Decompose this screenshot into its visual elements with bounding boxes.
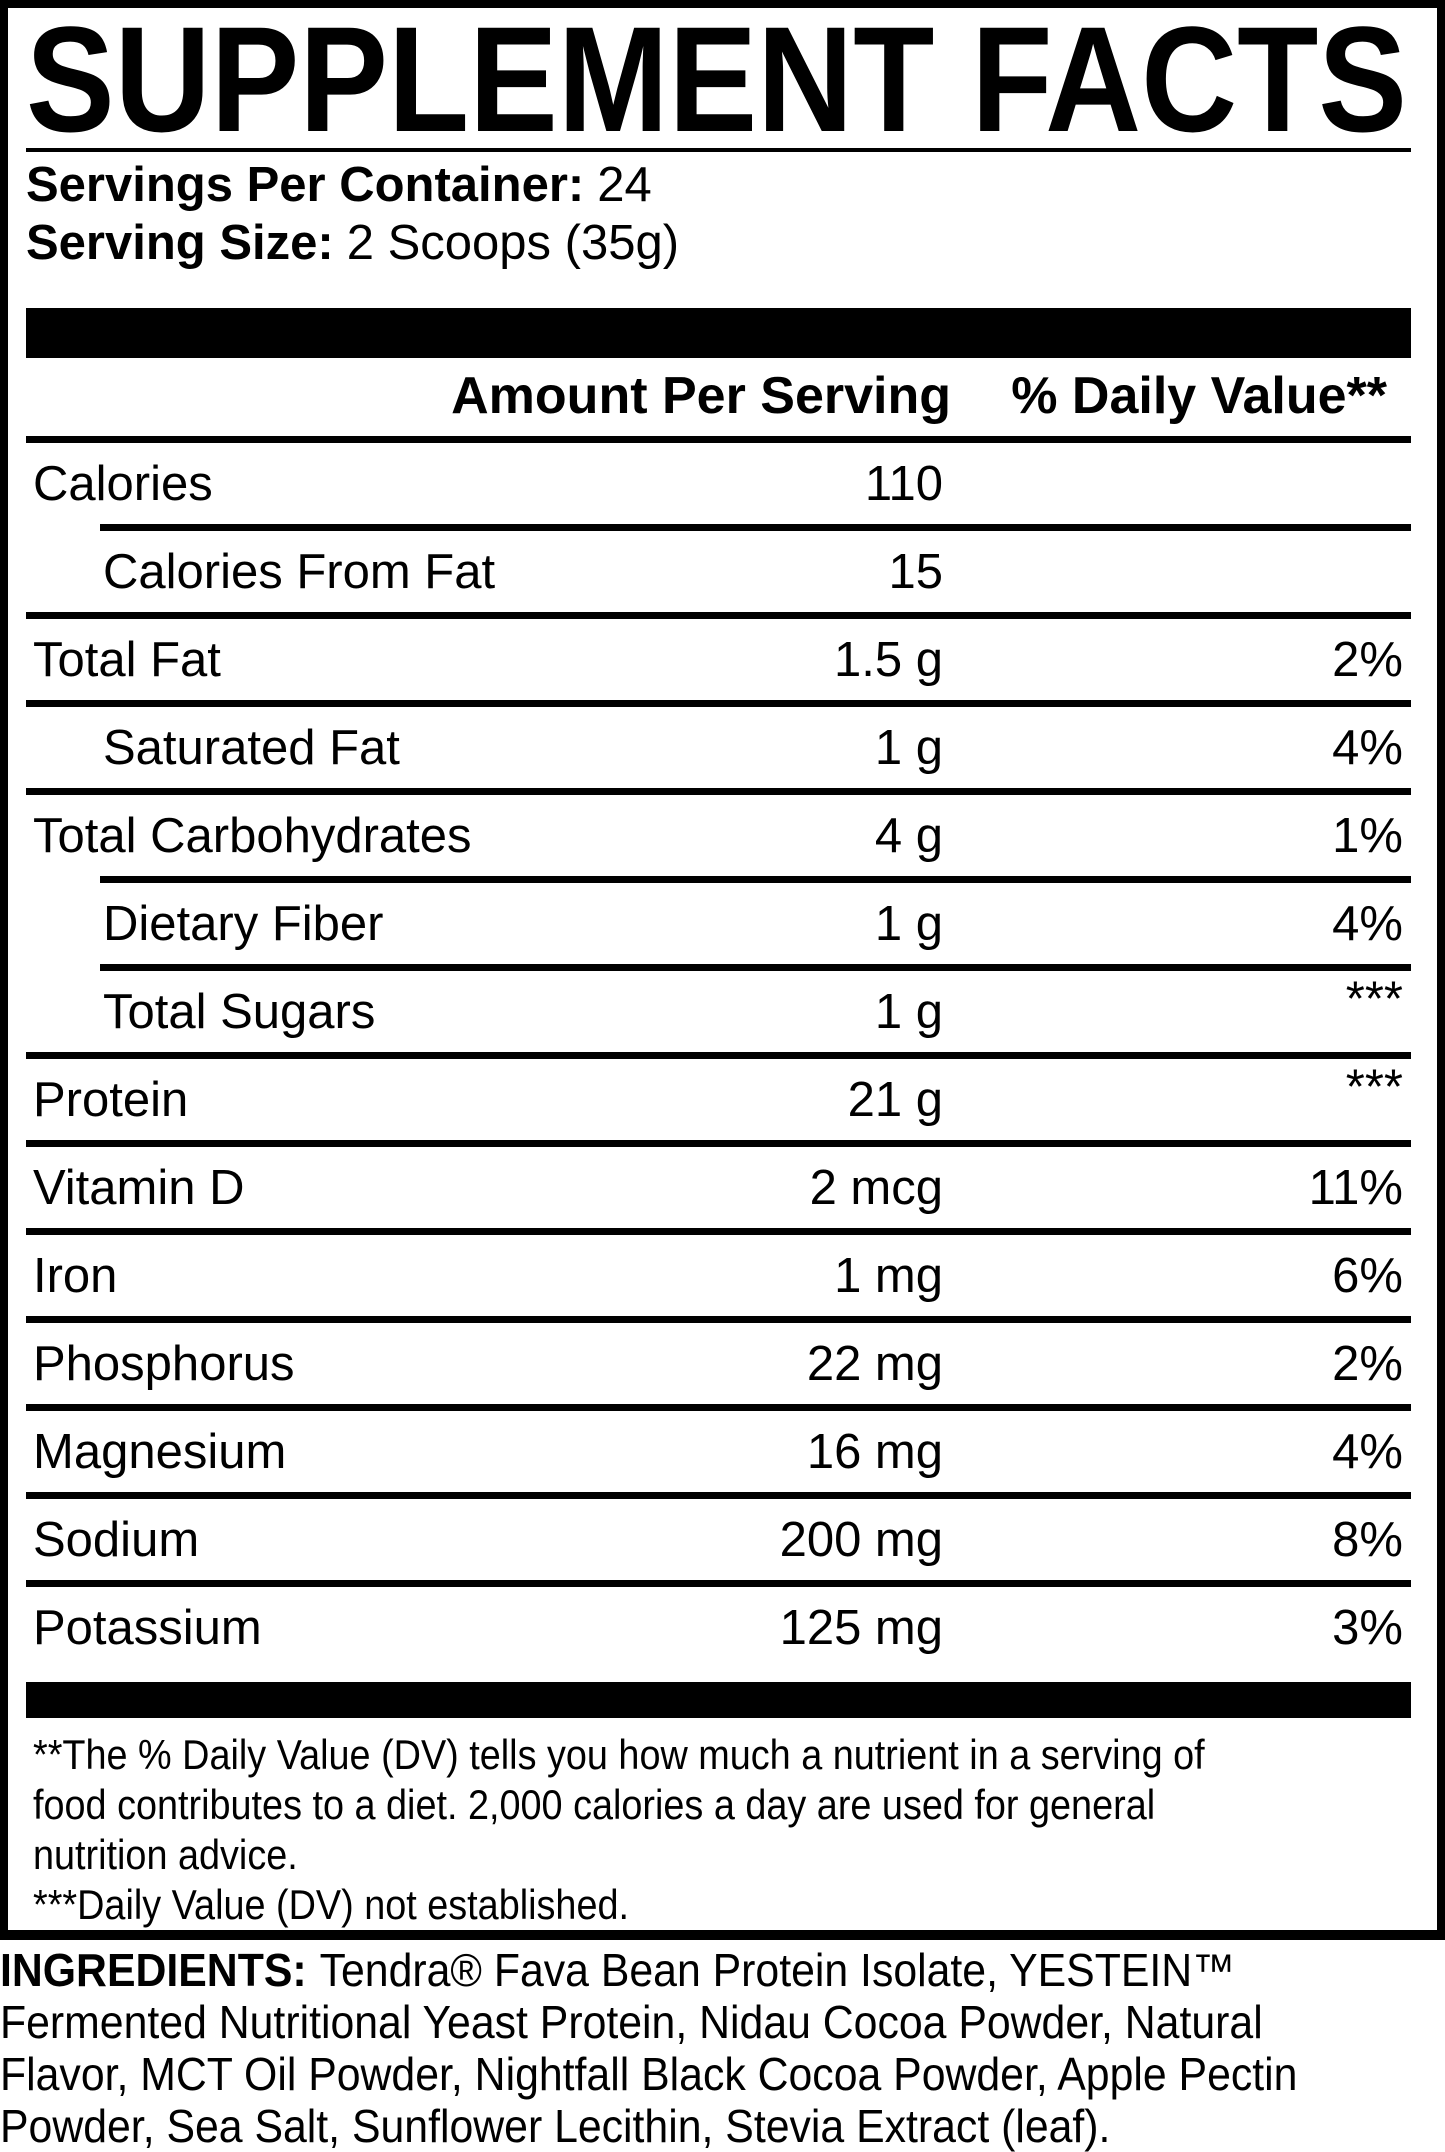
nutrient-amount: 2 mcg	[809, 1160, 943, 1215]
nutrient-daily-value: 1%	[1332, 808, 1403, 863]
nutrient-name: Total Fat	[33, 632, 221, 687]
nutrient-name: Calories From Fat	[103, 544, 496, 599]
divider	[26, 1580, 1411, 1587]
nutrient-name: Potassium	[33, 1600, 262, 1655]
nutrient-amount: 1 g	[874, 984, 943, 1039]
divider	[100, 524, 1411, 531]
header-amount-per-serving: Amount Per Serving	[451, 367, 951, 425]
serving-size-label: Serving Size:	[26, 216, 334, 270]
servings-per-container-label: Servings Per Container:	[26, 158, 585, 212]
nutrient-row-protein: Protein 21 g ***	[26, 1059, 1411, 1140]
servings-per-container-line: Servings Per Container: 24	[26, 156, 1411, 214]
ingredients-line: INGREDIENTS: Tendra® Fava Bean Protein Is…	[0, 1944, 1344, 1996]
nutrient-daily-value: 2%	[1332, 1336, 1403, 1391]
nutrient-daily-value: 6%	[1332, 1248, 1403, 1303]
supplement-facts-panel: SUPPLEMENT FACTS Servings Per Container:…	[0, 0, 1445, 1940]
nutrient-amount: 1.5 g	[834, 632, 943, 687]
nutrient-row-total-sugars: Total Sugars 1 g ***	[26, 971, 1411, 1052]
nutrient-amount: 200 mg	[779, 1512, 943, 1567]
footnote-line: ***Daily Value (DV) not established.	[33, 1881, 629, 1928]
nutrient-name: Iron	[33, 1248, 118, 1303]
nutrient-row-potassium: Potassium 125 mg 3%	[26, 1587, 1411, 1668]
nutrient-daily-value: 2%	[1332, 632, 1403, 687]
nutrient-row-dietary-fiber: Dietary Fiber 1 g 4%	[26, 883, 1411, 964]
nutrient-row-total-carbohydrates: Total Carbohydrates 4 g 1%	[26, 795, 1411, 876]
divider	[26, 1228, 1411, 1235]
nutrient-amount: 1 mg	[834, 1248, 943, 1303]
servings-per-container-value: 24	[597, 158, 652, 212]
title-divider	[26, 148, 1411, 152]
nutrient-amount: 21 g	[847, 1072, 943, 1127]
nutrient-row-iron: Iron 1 mg 6%	[26, 1235, 1411, 1316]
ingredients-label: INGREDIENTS:	[0, 1944, 307, 1996]
footnote-line: nutrition advice.	[33, 1831, 298, 1878]
nutrient-row-magnesium: Magnesium 16 mg 4%	[26, 1411, 1411, 1492]
nutrient-amount: 1 g	[874, 896, 943, 951]
nutrient-row-calories: Calories 110	[26, 443, 1411, 524]
nutrient-amount: 4 g	[874, 808, 943, 863]
nutrient-amount: 125 mg	[779, 1600, 943, 1655]
panel-title: SUPPLEMENT FACTS	[26, 20, 1407, 140]
nutrient-name: Sodium	[33, 1512, 200, 1567]
daily-value-footnote: **The % Daily Value (DV) tells you how m…	[26, 1730, 1411, 1930]
nutrient-daily-value: ***	[1345, 1060, 1403, 1115]
nutrient-amount: 16 mg	[806, 1424, 943, 1479]
section-bar-top	[26, 308, 1411, 358]
divider	[100, 964, 1411, 971]
nutrient-daily-value: 4%	[1332, 896, 1403, 951]
header-daily-value: % Daily Value**	[1011, 367, 1387, 425]
nutrient-daily-value: ***	[1345, 972, 1403, 1027]
nutrient-name: Phosphorus	[33, 1336, 295, 1391]
ingredients-line: Flavor, MCT Oil Powder, Nightfall Black …	[0, 2048, 1298, 2100]
nutrient-daily-value: 4%	[1332, 1424, 1403, 1479]
footnote-line: food contributes to a diet. 2,000 calori…	[33, 1781, 1156, 1828]
nutrient-amount: 15	[888, 544, 943, 599]
nutrient-row-vitamin-d: Vitamin D 2 mcg 11%	[26, 1147, 1411, 1228]
nutrient-name: Dietary Fiber	[103, 896, 384, 951]
divider	[26, 700, 1411, 707]
ingredients-section: INGREDIENTS: Tendra® Fava Bean Protein Is…	[0, 1944, 1445, 2152]
panel-title-text: SUPPLEMENT FACTS	[26, 20, 1407, 140]
nutrient-row-sodium: Sodium 200 mg 8%	[26, 1499, 1411, 1580]
divider	[26, 1316, 1411, 1323]
serving-size-line: Serving Size: 2 Scoops (35g)	[26, 214, 1411, 272]
nutrient-amount: 110	[864, 456, 943, 511]
divider	[26, 612, 1411, 619]
section-bar-bottom	[26, 1682, 1411, 1718]
nutrient-row-phosphorus: Phosphorus 22 mg 2%	[26, 1323, 1411, 1404]
nutrient-row-saturated-fat: Saturated Fat 1 g 4%	[26, 707, 1411, 788]
nutrient-name: Total Sugars	[103, 984, 376, 1039]
divider	[100, 876, 1411, 883]
nutrient-name: Saturated Fat	[103, 720, 400, 775]
nutrient-name: Calories	[33, 456, 213, 511]
nutrient-amount: 1 g	[874, 720, 943, 775]
nutrient-daily-value: 11%	[1308, 1160, 1403, 1215]
divider	[26, 1492, 1411, 1499]
nutrient-name: Vitamin D	[33, 1160, 245, 1215]
nutrient-name: Total Carbohydrates	[33, 808, 472, 863]
divider	[26, 1140, 1411, 1147]
serving-size-value: 2 Scoops (35g)	[346, 216, 680, 270]
divider	[26, 788, 1411, 795]
footnote-line: **The % Daily Value (DV) tells you how m…	[33, 1731, 1205, 1778]
nutrient-name: Protein	[33, 1072, 189, 1127]
divider	[26, 1404, 1411, 1411]
nutrient-row-calories-from-fat: Calories From Fat 15	[26, 531, 1411, 612]
nutrient-daily-value: 4%	[1332, 720, 1403, 775]
nutrient-name: Magnesium	[33, 1424, 287, 1479]
nutrient-daily-value: 3%	[1332, 1600, 1403, 1655]
ingredients-line: Fermented Nutritional Yeast Protein, Nid…	[0, 1996, 1263, 2048]
ingredients-text: Tendra® Fava Bean Protein Isolate, YESTE…	[319, 1944, 1235, 1996]
table-header-row: Amount Per Serving % Daily Value**	[26, 358, 1411, 436]
nutrient-daily-value: 8%	[1332, 1512, 1403, 1567]
nutrient-amount: 22 mg	[806, 1336, 943, 1391]
divider	[26, 1052, 1411, 1059]
nutrient-row-total-fat: Total Fat 1.5 g 2%	[26, 619, 1411, 700]
ingredients-line: Powder, Sea Salt, Sunflower Lecithin, St…	[0, 2100, 1111, 2152]
divider	[26, 436, 1411, 443]
